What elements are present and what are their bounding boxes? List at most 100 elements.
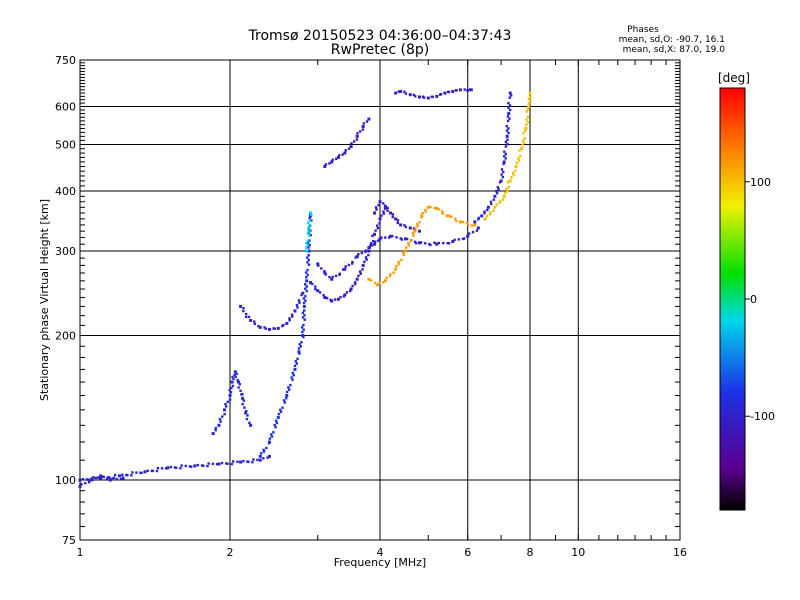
data-point [241, 402, 244, 406]
data-point [282, 399, 286, 402]
data-point [382, 212, 386, 215]
data-point [396, 219, 400, 222]
data-point [370, 244, 374, 247]
data-point [304, 287, 307, 290]
data-point [307, 249, 311, 253]
data-point [405, 237, 409, 241]
data-point [180, 464, 183, 467]
data-point [336, 297, 340, 301]
data-point [233, 370, 237, 374]
data-point [308, 234, 311, 237]
data-point [235, 372, 238, 376]
data-point [306, 241, 310, 245]
data-point [514, 169, 517, 172]
data-point [517, 157, 520, 160]
data-point [469, 88, 473, 92]
data-point [336, 155, 340, 159]
data-point [330, 160, 334, 164]
data-point [395, 264, 398, 268]
data-point [166, 466, 170, 470]
data-point [307, 263, 311, 266]
data-point [308, 211, 312, 215]
data-point [244, 312, 248, 316]
data-point [378, 200, 382, 204]
data-point [466, 223, 470, 226]
data-point [383, 206, 387, 210]
data-point [367, 249, 371, 253]
data-point [291, 378, 294, 382]
data-point [499, 179, 503, 183]
data-point [164, 467, 168, 470]
data-point [174, 466, 178, 470]
data-point [503, 150, 506, 153]
data-point [492, 198, 496, 201]
data-point [373, 232, 377, 236]
data-point [437, 241, 440, 245]
data-point [508, 108, 512, 112]
y-axis-label: Stationary phase Virtual Height [km] [38, 199, 51, 401]
data-point [151, 469, 155, 473]
data-point [90, 477, 94, 480]
data-point [507, 101, 510, 105]
data-point [303, 309, 306, 312]
data-point [470, 224, 474, 227]
data-point [246, 414, 249, 417]
data-point [405, 246, 408, 249]
data-point [297, 299, 301, 302]
data-point [426, 96, 430, 100]
data-point [237, 386, 240, 389]
data-point [433, 241, 436, 244]
data-point [397, 260, 400, 264]
data-point [214, 426, 217, 430]
data-point [305, 276, 308, 279]
data-point [403, 237, 407, 241]
data-point [386, 209, 389, 212]
data-point [307, 258, 311, 262]
data-point [279, 410, 283, 414]
colorbar-tick-label: 0 [750, 293, 757, 306]
data-point [179, 467, 182, 470]
data-point [298, 352, 301, 355]
data-point [511, 171, 515, 175]
data-point [310, 213, 313, 217]
data-point [404, 225, 408, 229]
data-point [202, 464, 205, 467]
data-point [304, 271, 308, 274]
data-point [515, 161, 519, 165]
data-point [143, 470, 147, 474]
data-point [362, 122, 366, 125]
data-point [323, 164, 327, 168]
data-point [99, 476, 103, 480]
chart-title: Tromsø 20150523 04:36:00–04:37:43 [248, 28, 512, 44]
data-point [219, 420, 222, 423]
data-point [422, 96, 426, 99]
data-point [258, 325, 262, 329]
data-point [424, 210, 427, 213]
data-point [352, 140, 356, 143]
data-point [502, 160, 506, 164]
data-point [285, 394, 289, 398]
data-point [453, 238, 456, 242]
data-point [373, 242, 377, 246]
data-point [505, 129, 509, 132]
data-point [324, 163, 328, 166]
data-point [344, 149, 347, 152]
data-point [218, 417, 222, 421]
data-point [306, 244, 310, 247]
data-point [94, 476, 97, 480]
data-point [293, 309, 297, 313]
data-point [318, 291, 322, 294]
data-point [506, 115, 510, 118]
data-point [301, 334, 305, 338]
data-point [351, 284, 354, 288]
data-point [303, 283, 307, 286]
data-point [273, 327, 276, 330]
data-point [475, 229, 479, 232]
data-point [493, 194, 497, 198]
data-point [447, 90, 451, 94]
data-point [403, 224, 406, 227]
data-point [411, 232, 415, 235]
data-point [225, 462, 228, 465]
data-point [458, 88, 462, 92]
data-point [522, 131, 525, 135]
